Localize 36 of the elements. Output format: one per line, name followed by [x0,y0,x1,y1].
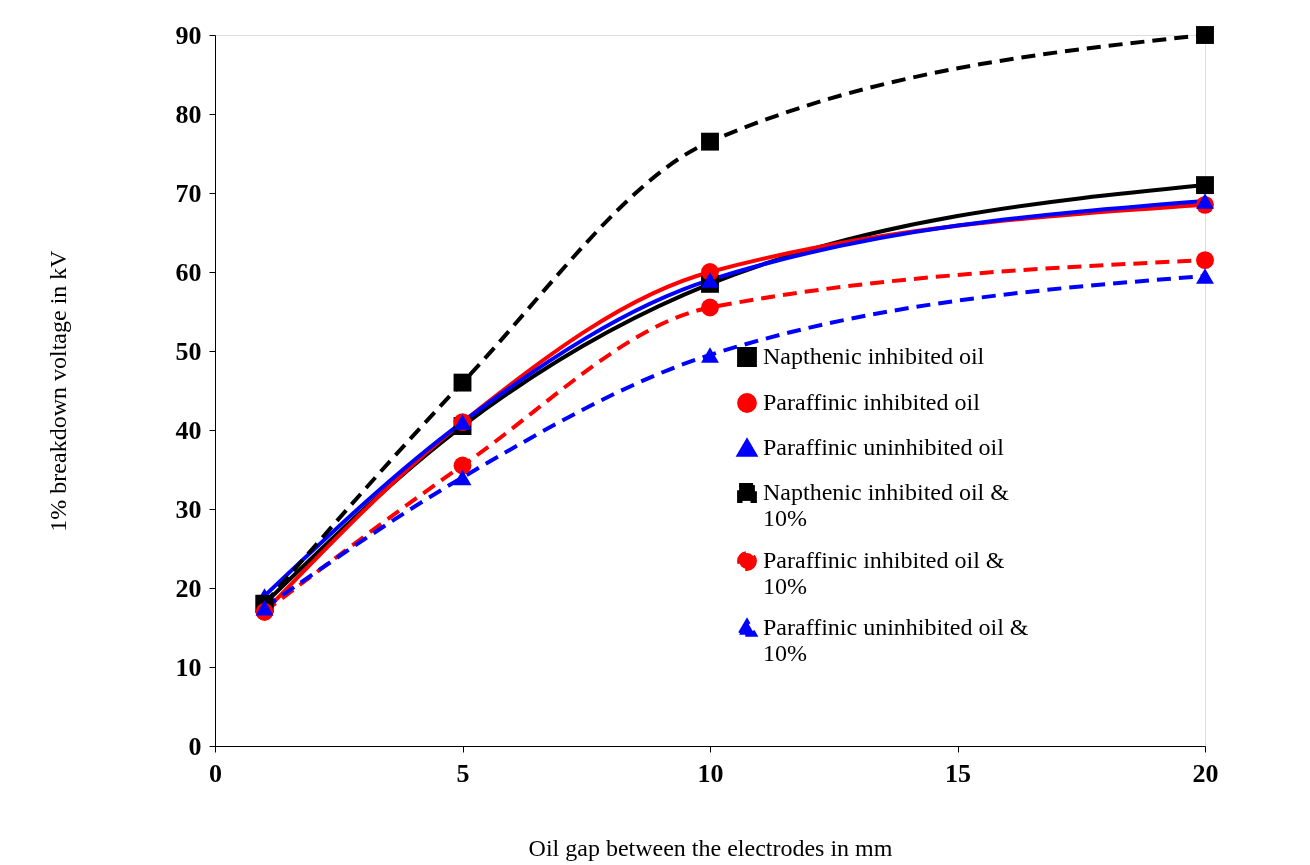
point [701,298,719,317]
point [701,272,719,288]
point [1196,26,1214,44]
legend-label: Paraffinic uninhibited oil & 10% [763,614,1029,666]
y-tick-label: 0 [188,731,202,761]
y-tick-label: 50 [175,336,202,366]
point [701,347,719,363]
y-tick-label: 20 [175,573,202,603]
x-axis-title: Oil gap between the electrodes in mm [528,834,893,861]
point [1196,193,1214,209]
y-tick-label: 80 [175,99,202,129]
legend-label: Paraffinic uninhibited oil [763,434,1005,460]
y-tick-label: 90 [175,20,202,50]
point [255,600,274,616]
point [453,373,472,392]
y-axis-title: 1% breakdown voltage in kV [44,249,71,532]
legend-label: Napthenic inhibited oil [763,343,985,369]
point [1196,176,1214,195]
x-tick-label: 15 [945,758,971,788]
legend-label: Paraffinic inhibited oil [763,389,981,415]
y-tick-label: 60 [175,257,202,287]
point [701,132,719,151]
y-tick-label: 70 [175,178,202,208]
x-tick-label: 0 [209,758,222,788]
point [453,469,472,486]
y-tick-label: 40 [175,415,202,445]
legend-label: Napthenic inhibited oil & 10% [763,479,1010,531]
y-tick-label: 10 [175,652,202,682]
x-tick-label: 10 [697,758,724,788]
y-tick-label: 30 [175,494,202,524]
point [1196,251,1214,270]
x-tick-label: 5 [456,758,470,788]
legend-label: Paraffinic inhibited oil & 10% [763,547,1005,599]
point [453,456,472,475]
x-tick-label: 20 [1192,758,1219,788]
point [1196,268,1214,284]
